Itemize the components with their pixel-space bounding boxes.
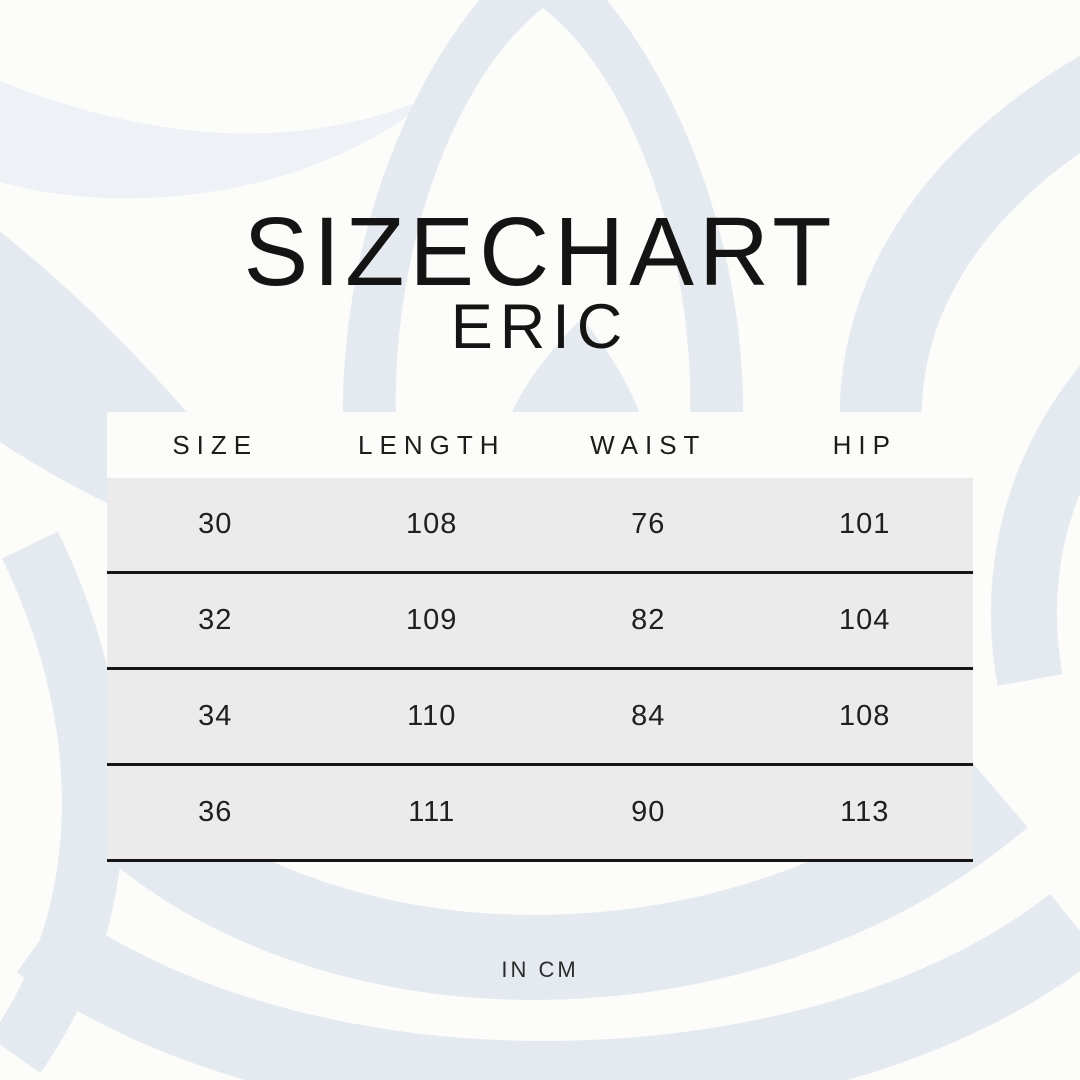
table-header-row: SIZE LENGTH WAIST HIP — [107, 412, 973, 478]
table-cell: 84 — [631, 700, 666, 732]
table-cell: 36 — [198, 796, 233, 828]
table-cell: 76 — [631, 508, 666, 540]
title-block: SIZECHART ERIC — [0, 203, 1080, 359]
table-row: 34 110 84 108 — [107, 670, 973, 766]
page-title: SIZECHART — [243, 197, 837, 306]
table-cell: 108 — [839, 700, 891, 732]
table-cell: 113 — [840, 796, 890, 828]
product-name: ERIC — [450, 292, 630, 362]
table-cell: 30 — [198, 508, 233, 540]
unit-note: IN CM — [501, 957, 579, 982]
header-cell-waist: WAIST — [590, 429, 707, 460]
table-row: 36 111 90 113 — [107, 766, 973, 862]
table-row: 30 108 76 101 — [107, 478, 973, 574]
header-cell-size: SIZE — [172, 429, 259, 460]
table-cell: 34 — [198, 700, 233, 732]
table-cell: 90 — [631, 796, 666, 828]
table-row: 32 109 82 104 — [107, 574, 973, 670]
size-table: SIZE LENGTH WAIST HIP 30 108 76 101 32 1… — [107, 412, 973, 862]
table-cell: 109 — [406, 604, 458, 636]
table-cell: 104 — [839, 604, 891, 636]
table-cell: 82 — [631, 604, 666, 636]
table-cell: 101 — [839, 508, 891, 540]
table-cell: 32 — [198, 604, 233, 636]
header-cell-length: LENGTH — [358, 429, 506, 460]
header-cell-hip: HIP — [832, 429, 897, 460]
table-cell: 111 — [408, 796, 456, 828]
table-cell: 108 — [406, 508, 458, 540]
table-cell: 110 — [407, 700, 457, 732]
